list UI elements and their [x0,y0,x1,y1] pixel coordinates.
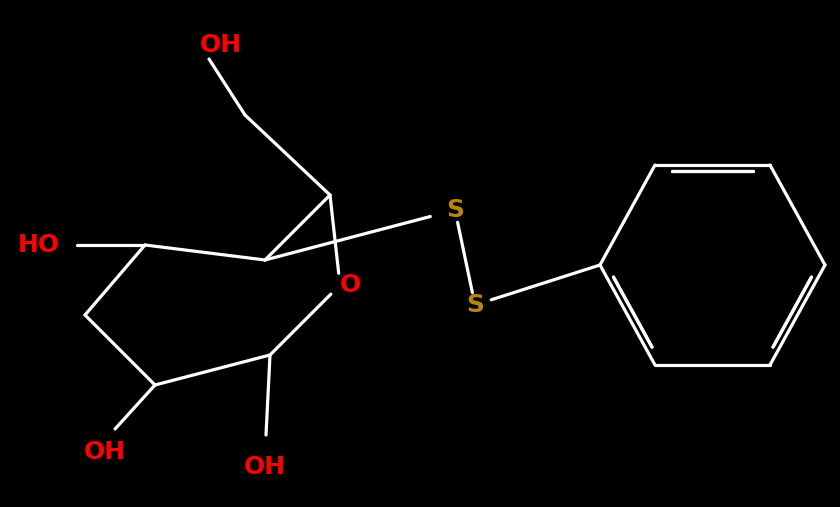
Text: OH: OH [244,455,286,479]
Text: S: S [466,293,484,317]
Text: S: S [446,198,464,222]
Text: HO: HO [18,233,60,257]
Text: OH: OH [84,440,126,464]
Text: OH: OH [200,33,242,57]
Text: O: O [340,273,361,297]
